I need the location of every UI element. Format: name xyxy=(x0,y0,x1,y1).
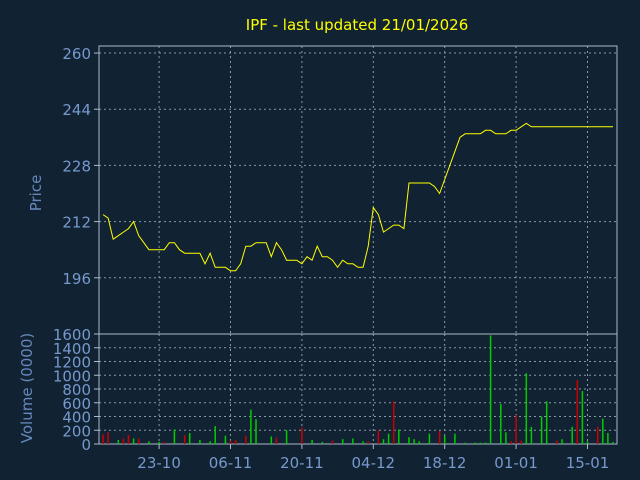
price-tick-label: 228 xyxy=(62,157,91,175)
price-tick-label: 244 xyxy=(62,101,91,119)
x-tick-label: 04-12 xyxy=(352,454,396,472)
price-tick-label: 196 xyxy=(62,270,91,288)
price-axis-label: Price xyxy=(27,175,45,212)
x-tick-label: 01-01 xyxy=(494,454,538,472)
volume-tick-label: 1000 xyxy=(53,367,91,385)
x-tick-label: 20-11 xyxy=(280,454,324,472)
price-panel: 196 212 228 244 260 xyxy=(62,45,618,335)
volume-tick-label: 200 xyxy=(62,422,91,440)
x-tick-label: 15-01 xyxy=(566,454,610,472)
volume-tick-label: 400 xyxy=(62,409,91,427)
x-tick-label: 06-11 xyxy=(209,454,253,472)
volume-tick-label: 800 xyxy=(62,381,91,399)
volume-tick-label: 600 xyxy=(62,395,91,413)
volume-tick-label: 1400 xyxy=(53,340,91,358)
price-tick-label: 212 xyxy=(62,214,91,232)
volume-tick-label: 1200 xyxy=(53,354,91,372)
volume-plot-frame xyxy=(98,333,618,445)
volume-tick-label: 1600 xyxy=(53,326,91,344)
chart-title: IPF - last updated 21/01/2026 xyxy=(246,16,468,34)
volume-tick-label: 0 xyxy=(81,436,91,454)
price-plot-frame xyxy=(98,45,618,335)
price-line xyxy=(102,122,613,272)
x-tick-label: 23-10 xyxy=(137,454,181,472)
volume-axis-label: Volume (0000) xyxy=(18,333,36,443)
price-tick-label: 260 xyxy=(62,45,91,63)
x-tick-label: 18-12 xyxy=(423,454,467,472)
